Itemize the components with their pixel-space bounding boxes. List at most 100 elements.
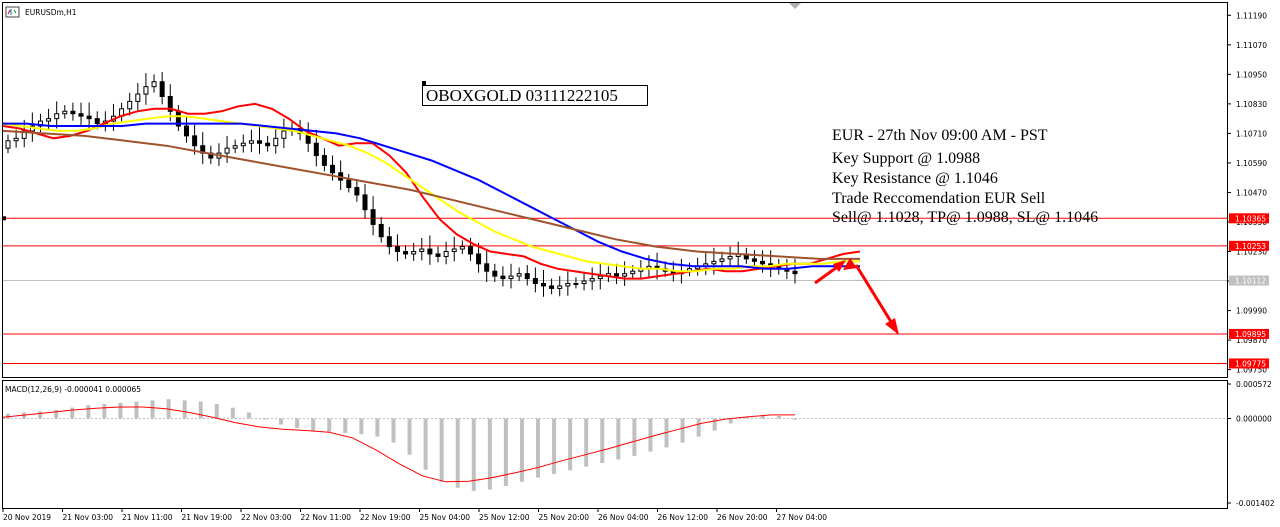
candle-body <box>192 135 198 147</box>
time-tick-label: 22 Nov 11:00 <box>301 513 352 522</box>
macd-histogram-bar <box>134 401 139 419</box>
candle-body <box>435 253 441 257</box>
macd-histogram-bar <box>439 418 444 482</box>
time-tick-label: 21 Nov 19:00 <box>182 513 233 522</box>
candle-body <box>183 125 189 137</box>
macd-histogram-bar <box>182 400 187 419</box>
candle-body <box>305 132 311 144</box>
macd-histogram-bar <box>54 410 59 419</box>
price-tick-label: 1.10710 <box>1236 129 1267 138</box>
time-tick-label: 21 Nov 11:00 <box>122 513 173 522</box>
macd-histogram-bar <box>375 418 380 437</box>
annotation-line-2: Key Support @ 1.0988 <box>832 150 980 167</box>
price-level-badge <box>1229 328 1269 339</box>
time-tick-label: 27 Nov 04:00 <box>777 513 828 522</box>
scroll-indicator-icon[interactable] <box>789 3 801 9</box>
macd-histogram-bar <box>696 418 701 437</box>
window-title-bar: EURUSDm,H1 <box>5 6 77 18</box>
signal-arrow-peak-head <box>843 258 857 270</box>
signal-arrow-down <box>854 264 895 326</box>
candle-body <box>127 100 133 110</box>
macd-histogram-bar <box>680 418 685 443</box>
macd-histogram-bar <box>262 418 267 420</box>
candle-body <box>492 270 498 277</box>
annotation-line-3: Key Resistance @ 1.1046 <box>832 170 998 187</box>
macd-histogram-bar <box>584 418 589 467</box>
trade-annotation: EUR - 27th Nov 09:00 AM - PST Key Suppor… <box>832 127 1098 226</box>
macd-histogram-bar <box>536 418 541 478</box>
candle-body <box>589 278 595 282</box>
price-tick-label: 1.10470 <box>1236 188 1267 197</box>
annotation-line-5: Sell@ 1.1028, TP@ 1.0988, SL@ 1.1046 <box>832 209 1098 226</box>
window-title: EURUSDm,H1 <box>25 8 77 17</box>
macd-histogram-bar <box>150 400 155 419</box>
candle-body <box>224 147 230 154</box>
candle-body <box>62 110 68 115</box>
time-tick-label: 26 Nov 20:00 <box>717 513 768 522</box>
candle-body <box>37 120 43 127</box>
watermark-text: OBOXGOLD 03111222105 <box>426 86 618 105</box>
price-axis: 1.11190 1.11070 1.10950 1.10830 1.10710 1.105… <box>1227 11 1269 375</box>
signal-arrow-up <box>814 263 841 285</box>
time-tick-label: 22 Nov 03:00 <box>241 513 292 522</box>
candle-body <box>70 110 76 115</box>
time-tick-label: 26 Nov 04:00 <box>598 513 649 522</box>
macd-histogram-bar <box>118 402 123 419</box>
candle-body <box>362 194 368 211</box>
time-tick-label: 25 Nov 04:00 <box>420 513 471 522</box>
watermark-frame <box>422 85 648 106</box>
macd-signal-line <box>2 406 795 483</box>
candle-body <box>21 130 27 139</box>
watermark-box: OBOXGOLD 03111222105 <box>422 81 648 106</box>
price-level-label: 1.09895 <box>1235 330 1266 339</box>
macd-histogram-bar <box>246 412 251 419</box>
macd-histogram-bar <box>648 418 653 452</box>
watermark-anchor[interactable] <box>422 81 426 85</box>
macd-histogram-bar <box>279 418 284 425</box>
annotation-line-4: Trade Reccomendation EUR Sell <box>832 190 1046 207</box>
level-anchor[interactable] <box>2 216 6 221</box>
candle-body <box>232 145 238 149</box>
trade-signal-arrows <box>814 258 899 335</box>
macd-histogram-bar <box>6 413 10 419</box>
macd-histogram-bar <box>407 418 412 455</box>
candle-body <box>459 246 465 250</box>
candle-body <box>346 179 352 189</box>
candle-body <box>94 118 100 125</box>
price-tick-label: 1.09870 <box>1236 336 1267 345</box>
time-tick-label: 21 Nov 03:00 <box>63 513 114 522</box>
candle-body <box>135 93 141 102</box>
macd-histogram-bar <box>503 418 508 486</box>
candle-body <box>557 285 563 289</box>
price-tick-label: 1.10830 <box>1236 100 1267 109</box>
macd-histogram-bar <box>728 418 733 424</box>
macd-histogram-bar <box>760 414 765 419</box>
candle-body <box>508 275 514 280</box>
candle-body <box>46 118 52 122</box>
candle-body <box>792 270 798 275</box>
price-tick-label: 1.09990 <box>1236 307 1267 316</box>
chart-window-icon <box>5 6 20 18</box>
macd-histogram-bar <box>744 417 749 419</box>
macd-histogram-bar <box>230 407 235 419</box>
price-level-label: 1.09775 <box>1235 359 1266 368</box>
candle-body <box>524 273 530 280</box>
macd-panel-frame <box>2 380 1228 509</box>
candle-body <box>727 255 733 260</box>
candle-body <box>443 251 449 257</box>
candle-body <box>573 283 579 285</box>
candle-body <box>549 285 555 289</box>
candle-body <box>540 283 546 287</box>
macd-histogram-bar <box>423 418 428 470</box>
time-axis: 20 Nov 2019 21 Nov 03:00 21 Nov 11:00 21 No… <box>2 509 828 522</box>
candle-body <box>54 113 60 120</box>
macd-histogram-bar <box>102 404 107 419</box>
candle-body <box>484 263 490 272</box>
candle-body <box>719 258 725 262</box>
time-tick-label: 20 Nov 2019 <box>3 513 51 522</box>
macd-histogram-bar <box>712 418 717 431</box>
candle-body <box>476 253 482 265</box>
price-level-badge <box>1229 213 1269 224</box>
